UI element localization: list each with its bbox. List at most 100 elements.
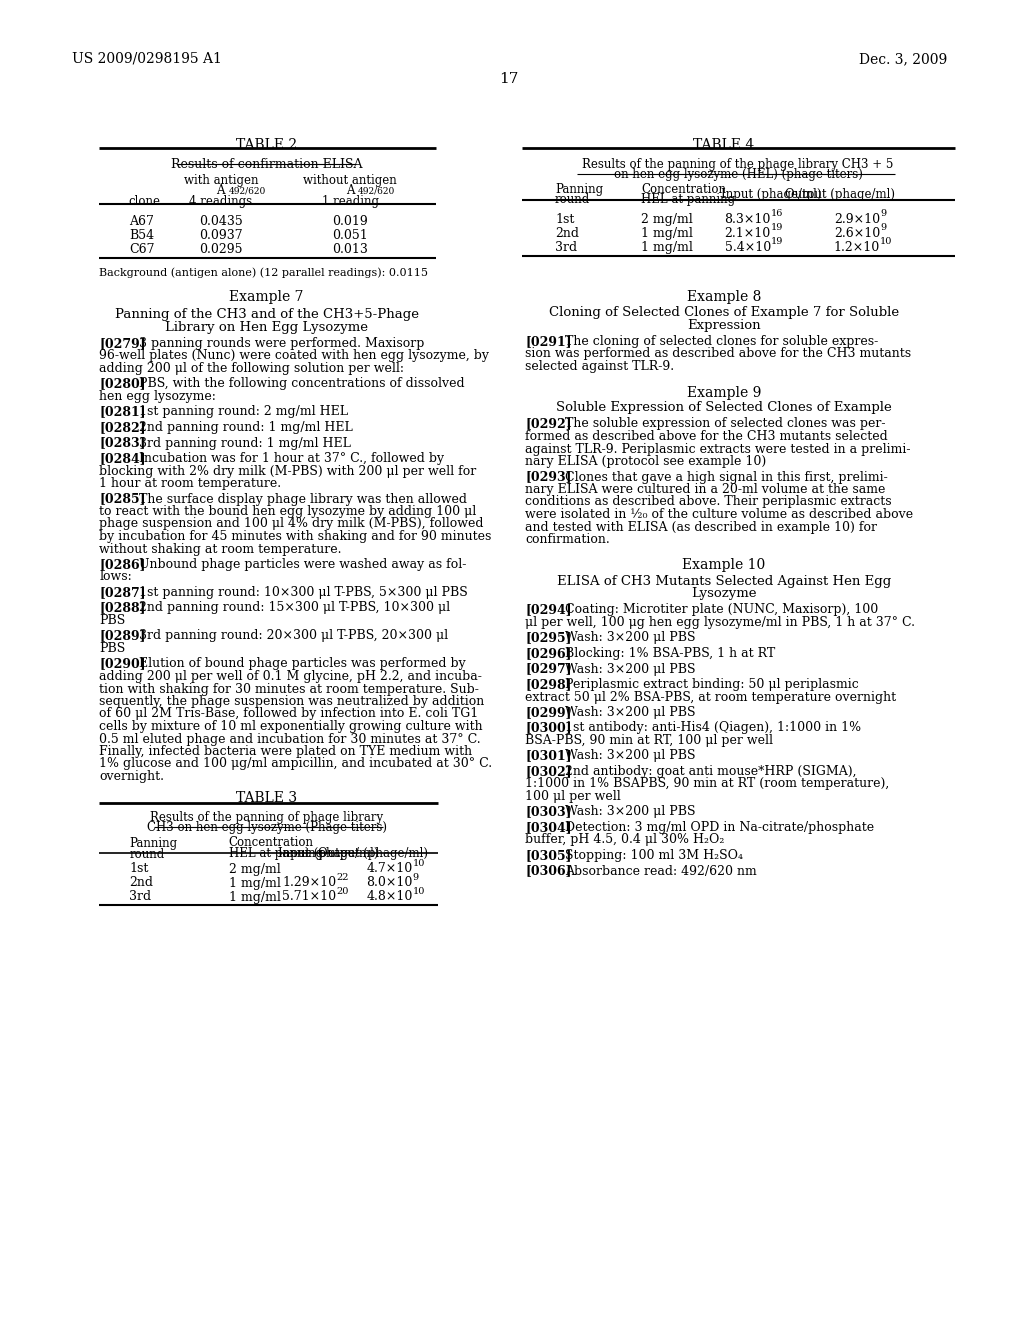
Text: Finally, infected bacteria were plated on TYE medium with: Finally, infected bacteria were plated o…: [99, 744, 473, 758]
Text: [0297]: [0297]: [525, 663, 571, 676]
Text: TABLE 3: TABLE 3: [236, 791, 297, 804]
Text: nary ELISA were cultured in a 20-ml volume at the same: nary ELISA were cultured in a 20-ml volu…: [525, 483, 886, 496]
Text: 9: 9: [881, 209, 887, 218]
Text: [0281]: [0281]: [99, 405, 146, 418]
Text: [0299]: [0299]: [525, 706, 571, 719]
Text: nary ELISA (protocol see example 10): nary ELISA (protocol see example 10): [525, 455, 766, 469]
Text: 3rd: 3rd: [555, 242, 578, 253]
Text: Example 8: Example 8: [687, 290, 761, 304]
Text: 1 mg/ml: 1 mg/ml: [228, 876, 281, 890]
Text: Absorbance read: 492/620 nm: Absorbance read: 492/620 nm: [565, 865, 757, 878]
Text: 1 mg/ml: 1 mg/ml: [641, 242, 693, 253]
Text: Clones that gave a high signal in this first, prelimi-: Clones that gave a high signal in this f…: [565, 470, 888, 483]
Text: TABLE 4: TABLE 4: [693, 139, 755, 152]
Text: clone: clone: [128, 195, 160, 209]
Text: without shaking at room temperature.: without shaking at room temperature.: [99, 543, 342, 556]
Text: [0303]: [0303]: [525, 805, 571, 818]
Text: [0283]: [0283]: [99, 437, 146, 450]
Text: 492/620: 492/620: [358, 186, 395, 195]
Text: 0.0937: 0.0937: [199, 228, 243, 242]
Text: to react with the bound hen egg lysozyme by adding 100 μl: to react with the bound hen egg lysozyme…: [99, 506, 477, 517]
Text: 1:1000 in 1% BSAPBS, 90 min at RT (room temperature),: 1:1000 in 1% BSAPBS, 90 min at RT (room …: [525, 777, 890, 791]
Text: 4.8×10: 4.8×10: [367, 891, 413, 903]
Text: tion with shaking for 30 minutes at room temperature. Sub-: tion with shaking for 30 minutes at room…: [99, 682, 479, 696]
Text: Input (phage/ml): Input (phage/ml): [721, 187, 821, 201]
Text: B54: B54: [129, 228, 155, 242]
Text: lows:: lows:: [99, 570, 132, 583]
Text: 0.019: 0.019: [332, 215, 368, 228]
Text: confirmation.: confirmation.: [525, 533, 610, 546]
Text: 9: 9: [413, 873, 419, 882]
Text: 3rd: 3rd: [129, 891, 152, 903]
Text: Results of confirmation ELISA: Results of confirmation ELISA: [171, 158, 362, 172]
Text: [0302]: [0302]: [525, 766, 571, 777]
Text: with antigen: with antigen: [183, 174, 258, 187]
Text: 2.9×10: 2.9×10: [834, 213, 881, 226]
Text: Concentration: Concentration: [228, 837, 313, 850]
Text: US 2009/0298195 A1: US 2009/0298195 A1: [72, 51, 221, 66]
Text: Incubation was for 1 hour at 37° C., followed by: Incubation was for 1 hour at 37° C., fol…: [139, 451, 444, 465]
Text: 22: 22: [336, 873, 348, 882]
Text: 0.0295: 0.0295: [199, 243, 243, 256]
Text: 2nd antibody: goat anti mouse*HRP (SIGMA),: 2nd antibody: goat anti mouse*HRP (SIGMA…: [565, 766, 856, 777]
Text: round: round: [129, 847, 165, 861]
Text: 2.6×10: 2.6×10: [834, 227, 881, 240]
Text: [0291]: [0291]: [525, 335, 571, 348]
Text: of 60 μl 2M Tris-Base, followed by infection into E. coli TG1: of 60 μl 2M Tris-Base, followed by infec…: [99, 708, 478, 721]
Text: A67: A67: [129, 215, 155, 228]
Text: [0289]: [0289]: [99, 630, 146, 643]
Text: HEL at panning: HEL at panning: [228, 847, 323, 861]
Text: Results of the panning of phage library: Results of the panning of phage library: [150, 810, 383, 824]
Text: Periplasmic extract binding: 50 μl periplasmic: Periplasmic extract binding: 50 μl perip…: [565, 678, 859, 690]
Text: HEL at panning: HEL at panning: [641, 193, 735, 206]
Text: Wash: 3×200 μl PBS: Wash: 3×200 μl PBS: [565, 631, 695, 644]
Text: Panning: Panning: [129, 837, 177, 850]
Text: [0295]: [0295]: [525, 631, 571, 644]
Text: Dec. 3, 2009: Dec. 3, 2009: [858, 51, 947, 66]
Text: on hen egg lysozyme (HEL) (phage titers): on hen egg lysozyme (HEL) (phage titers): [613, 168, 862, 181]
Text: The surface display phage library was then allowed: The surface display phage library was th…: [139, 492, 467, 506]
Text: [0293]: [0293]: [525, 470, 571, 483]
Text: PBS: PBS: [99, 614, 126, 627]
Text: 2 mg/ml: 2 mg/ml: [641, 213, 693, 226]
Text: C67: C67: [129, 243, 155, 256]
Text: [0292]: [0292]: [525, 417, 571, 430]
Text: were isolated in ½₀ of the culture volume as described above: were isolated in ½₀ of the culture volum…: [525, 508, 913, 521]
Text: and tested with ELISA (as described in example 10) for: and tested with ELISA (as described in e…: [525, 520, 878, 533]
Text: [0300]: [0300]: [525, 722, 571, 734]
Text: Results of the panning of the phage library CH3 + 5: Results of the panning of the phage libr…: [583, 158, 894, 172]
Text: 1 hour at room temperature.: 1 hour at room temperature.: [99, 477, 282, 490]
Text: Lysozyme: Lysozyme: [691, 587, 757, 601]
Text: 0.013: 0.013: [332, 243, 368, 256]
Text: ELISA of CH3 Mutants Selected Against Hen Egg: ELISA of CH3 Mutants Selected Against He…: [557, 574, 891, 587]
Text: 5.4×10: 5.4×10: [725, 242, 771, 253]
Text: 19: 19: [771, 223, 783, 232]
Text: sequently, the phage suspension was neutralized by addition: sequently, the phage suspension was neut…: [99, 696, 484, 708]
Text: PBS, with the following concentrations of dissolved: PBS, with the following concentrations o…: [139, 378, 465, 391]
Text: Wash: 3×200 μl PBS: Wash: 3×200 μl PBS: [565, 750, 695, 763]
Text: 16: 16: [771, 209, 783, 218]
Text: 0.0435: 0.0435: [199, 215, 243, 228]
Text: overnight.: overnight.: [99, 770, 165, 783]
Text: 10: 10: [413, 887, 425, 895]
Text: 20: 20: [336, 887, 348, 895]
Text: 3rd panning round: 1 mg/ml HEL: 3rd panning round: 1 mg/ml HEL: [139, 437, 351, 450]
Text: Blocking: 1% BSA-PBS, 1 h at RT: Blocking: 1% BSA-PBS, 1 h at RT: [565, 647, 775, 660]
Text: 100 μl per well: 100 μl per well: [525, 789, 621, 803]
Text: 4 readings: 4 readings: [189, 195, 252, 209]
Text: cells by mixture of 10 ml exponentially growing culture with: cells by mixture of 10 ml exponentially …: [99, 719, 483, 733]
Text: 1 mg/ml: 1 mg/ml: [641, 227, 693, 240]
Text: [0296]: [0296]: [525, 647, 571, 660]
Text: 2 mg/ml: 2 mg/ml: [228, 862, 281, 875]
Text: Output (phage/ml): Output (phage/ml): [785, 187, 895, 201]
Text: Background (antigen alone) (12 parallel readings): 0.0115: Background (antigen alone) (12 parallel …: [99, 267, 428, 277]
Text: TABLE 2: TABLE 2: [236, 139, 297, 152]
Text: Coating: Microtiter plate (NUNC, Maxisorp), 100: Coating: Microtiter plate (NUNC, Maxisor…: [565, 603, 879, 616]
Text: [0305]: [0305]: [525, 849, 571, 862]
Text: 492/620: 492/620: [228, 186, 266, 195]
Text: 1.29×10: 1.29×10: [282, 876, 336, 890]
Text: conditions as described above. Their periplasmic extracts: conditions as described above. Their per…: [525, 495, 892, 508]
Text: buffer, pH 4.5, 0.4 μl 30% H₂O₂: buffer, pH 4.5, 0.4 μl 30% H₂O₂: [525, 833, 725, 846]
Text: 1.2×10: 1.2×10: [834, 242, 881, 253]
Text: round: round: [555, 193, 590, 206]
